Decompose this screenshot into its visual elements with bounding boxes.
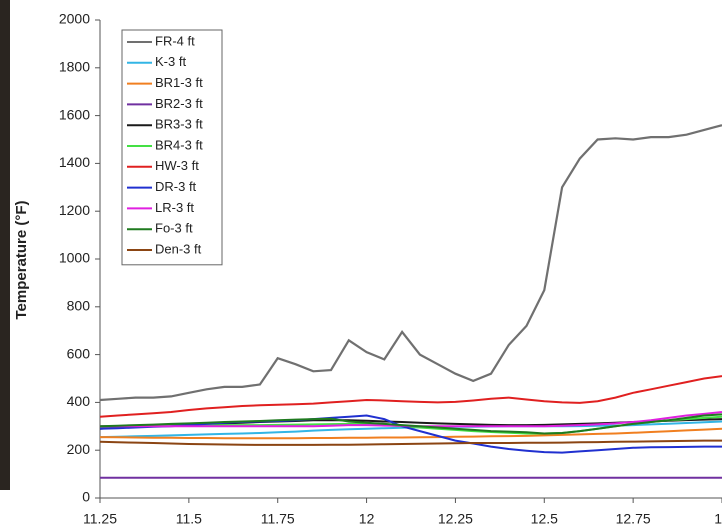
x-tick-label: 11.75 [261,511,295,527]
legend-label: BR1-3 ft [155,75,203,90]
legend-label: Fo-3 ft [155,221,193,236]
legend-label: FR-4 ft [155,33,195,48]
legend: FR-4 ft K-3 ft BR1-3 ft BR2-3 ft BR3-3 ft BR4… [121,29,223,266]
series-line [99,124,722,402]
y-axis-label: Temperature (°F) [13,200,30,319]
legend-label: BR4-3 ft [155,137,203,152]
y-tick-label: 1600 [59,106,90,122]
y-tick-label: 600 [67,345,91,361]
legend-label: LR-3 ft [155,200,194,215]
y-tick-label: 200 [67,441,91,457]
x-tick-label: 12.5 [531,511,558,527]
series-line [99,427,722,440]
y-tick-label: 0 [82,489,90,505]
y-tick-label: 1000 [59,250,90,266]
series-line [99,375,722,418]
x-tick-label: 12 [359,511,375,527]
legend-label: BR3-3 ft [155,117,203,132]
y-tick-label: 1400 [59,154,90,170]
legend-label: K-3 ft [155,54,186,69]
x-tick-label: 12.25 [438,511,473,527]
y-tick-label: 1800 [59,59,90,75]
x-tick-label: 12.75 [616,511,651,527]
x-tick-label: 13 [714,511,722,527]
photo-strip [0,0,10,490]
legend-label: HW-3 ft [155,158,199,173]
y-tick-label: 800 [67,298,91,314]
legend-label: DR-3 ft [155,179,197,194]
legend-label: BR2-3 ft [155,96,203,111]
x-tick-label: 11.5 [176,511,202,527]
legend-label: Den-3 ft [155,241,202,256]
series-line [99,413,722,435]
x-tick-label: 11.25 [83,511,117,527]
series-line [99,439,722,446]
y-tick-label: 400 [67,393,91,409]
y-tick-label: 2000 [59,11,90,27]
y-tick-label: 1200 [59,202,90,218]
series-line [99,414,722,454]
legend-box [121,29,223,266]
